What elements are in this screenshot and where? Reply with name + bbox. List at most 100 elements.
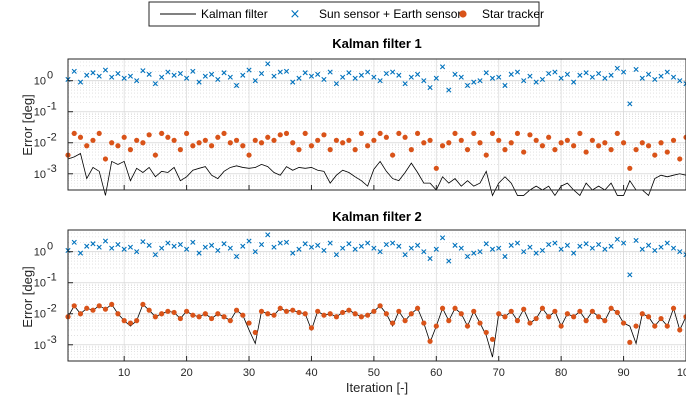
x-tick-label: 20 [180,367,192,379]
sun-earth-point [402,81,408,87]
sun-earth-point [190,239,196,245]
sun-earth-point [496,245,502,251]
sun-earth-point [433,75,439,81]
star-tracker-point [427,137,433,143]
star-tracker-point [371,308,377,314]
star-tracker-point [308,143,315,149]
star-tracker-point [552,147,558,153]
sun-earth-point [315,71,321,77]
star-tracker-point [208,143,215,149]
star-tracker-point [652,323,658,329]
star-tracker-point [271,312,277,318]
kalman-series-line [67,152,686,197]
sun-earth-point [308,73,315,79]
sun-earth-point [602,246,608,252]
sun-earth-point [146,242,152,248]
sun-earth-point [202,244,208,250]
star-tracker-point [502,314,508,320]
sun-earth-point [683,252,686,258]
star-tracker-point [464,147,471,153]
sun-earth-point [258,241,265,248]
sun-earth-point [71,68,77,74]
sun-earth-point [508,71,514,77]
star-tracker-point [321,132,327,138]
star-tracker-point [202,311,208,317]
star-tracker-point [258,140,265,146]
star-tracker-point [390,320,396,326]
star-tracker-point [302,130,308,137]
sun-earth-point [134,78,140,84]
sun-earth-point [240,72,246,78]
star-tracker-point [633,147,639,153]
star-tracker-point [396,130,402,137]
star-tracker-point [102,156,109,162]
sun-earth-point [290,79,296,85]
star-tracker-point [271,137,277,143]
sun-earth-point [539,247,546,253]
sun-earth-point [546,70,552,77]
sun-earth-point [458,74,464,80]
sun-earth-point [614,65,620,71]
sun-earth-point [208,71,215,77]
star-tracker-point [627,339,633,345]
star-tracker-point [165,134,171,140]
star-tracker-point [352,311,358,317]
sun-earth-point [196,250,202,256]
star-tracker-point [315,308,321,314]
sun-earth-point [477,78,483,84]
sun-earth-point [502,253,508,260]
sun-earth-point [227,245,233,251]
sun-earth-point [165,69,171,75]
star-tracker-point [645,143,652,149]
sun-earth-point [433,246,439,252]
sun-earth-point [358,243,364,249]
sun-earth-point [546,241,552,248]
sun-earth-point [608,72,614,78]
star-tracker-point [115,311,121,317]
star-tracker-point [514,318,521,324]
sun-earth-point [571,79,577,85]
star-tracker-point [277,132,283,138]
sun-earth-point [414,71,421,77]
sun-earth-point [340,245,346,251]
sun-earth-point [371,245,377,251]
y-tick-exponent: -2 [47,132,57,144]
sun-earth-point [452,242,458,248]
sun-earth-point [539,76,546,82]
sun-earth-point [96,244,102,250]
sun-earth-point [365,240,371,246]
sun-earth-point [620,240,627,246]
sun-earth-point [408,74,414,80]
star-tracker-point [670,137,677,143]
star-tracker-point [533,137,539,143]
star-tracker-point [533,315,539,322]
star-tracker-point [577,308,583,314]
star-tracker-point [240,143,246,149]
sun-earth-point [277,240,283,246]
sun-earth-point [571,250,577,256]
sun-earth-point [583,70,589,76]
star-tracker-point [421,140,427,146]
sun-earth-point [402,252,408,258]
sun-earth-point [596,241,602,248]
star-tracker-point [439,143,446,149]
star-tracker-point [402,134,408,140]
panel-2-y-label: Error [deg] [20,266,35,327]
sun-earth-point [533,79,539,85]
sun-earth-point [302,70,308,76]
sun-earth-point [514,240,521,246]
sun-earth-point [552,69,558,75]
star-tracker-point [184,308,190,314]
star-tracker-point [677,156,683,162]
y-tick-exponent: -3 [47,334,57,346]
legend-sun-earth-label: Sun sensor + Earth sensor [319,7,461,21]
sun-earth-point [109,74,115,80]
star-tracker-point [645,314,652,320]
star-tracker-point [683,134,686,140]
y-tick-exponent: 0 [47,70,53,82]
star-tracker-point [683,314,686,320]
star-tracker-point [296,309,302,316]
legend-sun-earth-swatch: × [290,7,301,22]
y-tick-label: 10 [34,309,46,321]
star-tracker-point [171,137,177,143]
